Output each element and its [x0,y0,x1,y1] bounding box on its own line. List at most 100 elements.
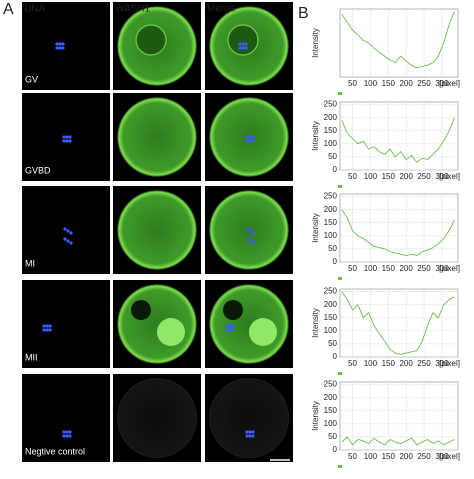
chromatin [66,239,70,243]
y-axis-label: Intensity [311,213,320,243]
chromatin [62,430,66,434]
y-tick-label: 250 [324,100,338,109]
row-label: MII [25,352,38,362]
column-header: Merge [207,4,236,15]
intensity-line [341,291,455,355]
spot [157,318,185,346]
chromatin [45,328,49,332]
y-tick-label: 50 [328,244,337,253]
spot [131,300,151,320]
y-tick-label: 50 [328,339,337,348]
chromatin [68,135,72,139]
spot [249,318,277,346]
chromatin [248,434,252,438]
y-tick-label: 150 [324,313,338,322]
chromatin [65,139,69,143]
chromatin [63,237,67,241]
chromatin [245,434,249,438]
plot-area [339,8,459,78]
x-tick-label: 50 [348,359,357,368]
x-tick-label: 300 [435,452,449,461]
y-axis-label: Intensity [311,308,320,338]
chromatin [251,434,255,438]
chromatin [228,324,232,328]
chromatin [62,135,66,139]
row-label: MI [25,258,35,268]
plot-area [339,193,459,263]
chromatin [252,241,256,245]
spot [223,300,243,320]
x-tick-label: 150 [382,172,396,181]
x-tick-label: 100 [364,264,378,273]
row-label: Negtive control [25,446,85,456]
chromatin [42,328,46,332]
oocyte [117,190,197,270]
micrograph [22,2,110,90]
x-tick-label: 50 [348,264,357,273]
chromatin [69,241,73,245]
chromatin [55,46,59,50]
chromatin [65,135,69,139]
y-tick-label: 150 [324,218,338,227]
x-tick-label: 250 [417,359,431,368]
intensity-line [341,436,455,446]
row-label: GVBD [25,165,51,175]
chromatin [48,328,52,332]
chromatin [225,324,229,328]
chromatin [245,430,249,434]
legend-swatch [338,92,342,95]
y-axis-label: Intensity [311,121,320,151]
micrograph [22,280,110,368]
chromatin [68,139,72,143]
oocyte [209,284,289,364]
row-label: GV [25,74,38,84]
x-unit: [pixel] [439,452,460,461]
oocyte [117,97,197,177]
nucleus [135,24,167,56]
chromatin [48,324,52,328]
chromatin [231,328,235,332]
chromatin [58,46,62,50]
x-unit: [pixel] [439,359,460,368]
chromatin [65,434,69,438]
chromatin [65,430,69,434]
x-tick-label: 300 [435,172,449,181]
x-unit: [pixel] [439,79,460,88]
chromatin [241,42,245,46]
micrograph [22,374,110,462]
y-tick-label: 100 [324,139,338,148]
x-unit: [pixel] [439,264,460,273]
chromatin [246,237,250,241]
y-tick-label: 250 [324,380,338,389]
x-tick-label: 200 [399,359,413,368]
y-tick-label: 200 [324,113,338,122]
nucleus [227,24,259,56]
chromatin [55,42,59,46]
x-tick-label: 250 [417,79,431,88]
legend-swatch [338,277,342,280]
x-unit: [pixel] [439,172,460,181]
chromatin [58,42,62,46]
y-tick-label: 200 [324,393,338,402]
x-tick-label: 150 [382,264,396,273]
chromatin [68,430,72,434]
y-tick-label: 200 [324,205,338,214]
chromatin [249,239,253,243]
chromatin [69,231,73,235]
chromatin [249,229,253,233]
x-tick-label: 250 [417,172,431,181]
legend-swatch [338,372,342,375]
chromatin [252,231,256,235]
y-tick-label: 0 [333,165,338,174]
chromatin [45,324,49,328]
chromatin [225,328,229,332]
x-tick-label: 250 [417,264,431,273]
y-tick-label: 150 [324,126,338,135]
y-tick-label: 50 [328,152,337,161]
chromatin [248,430,252,434]
y-tick-label: 200 [324,300,338,309]
chromatin [248,139,252,143]
x-tick-label: 50 [348,452,357,461]
x-tick-label: 200 [399,264,413,273]
panel-label: A [3,1,14,18]
